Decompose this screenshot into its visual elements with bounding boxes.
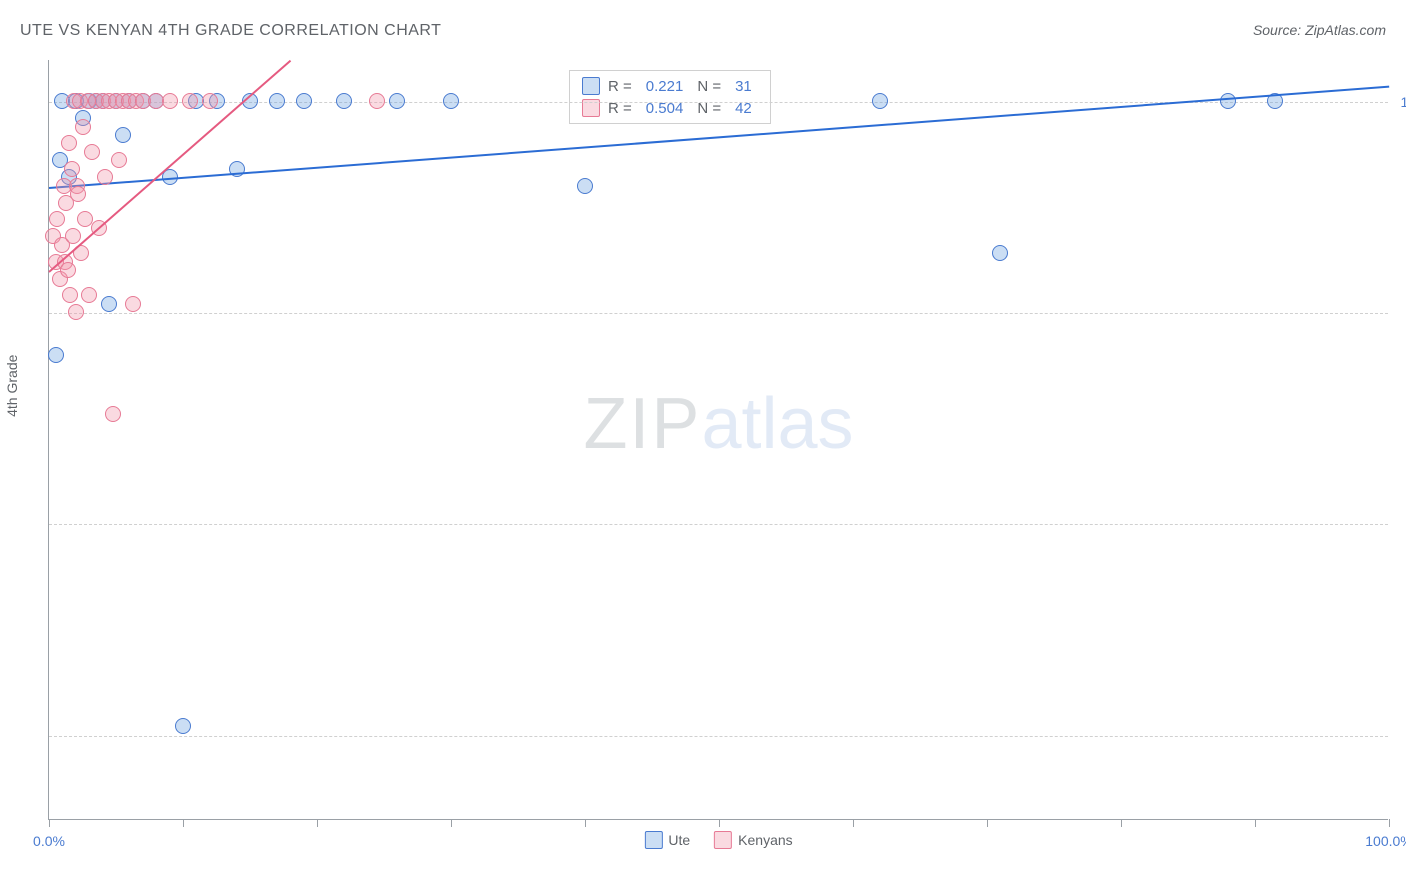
scatter-point-kenyans bbox=[125, 296, 141, 312]
scatter-point-kenyans bbox=[65, 228, 81, 244]
x-tick bbox=[585, 819, 586, 827]
scatter-point-kenyans bbox=[111, 152, 127, 168]
source-label: Source: ZipAtlas.com bbox=[1253, 22, 1386, 38]
y-tick-label: 97.5% bbox=[1393, 305, 1406, 321]
x-tick bbox=[49, 819, 50, 827]
scatter-point-ute bbox=[577, 178, 593, 194]
plot-area: ZIPatlas R =0.221N =31R =0.504N =42 UteK… bbox=[48, 60, 1388, 820]
scatter-point-ute bbox=[115, 127, 131, 143]
scatter-point-kenyans bbox=[60, 262, 76, 278]
legend-item: Ute bbox=[644, 831, 690, 849]
scatter-point-ute bbox=[992, 245, 1008, 261]
x-tick bbox=[1121, 819, 1122, 827]
legend-swatch bbox=[714, 831, 732, 849]
scatter-point-ute bbox=[296, 93, 312, 109]
scatter-point-ute bbox=[872, 93, 888, 109]
series-legend: Ute Kenyans bbox=[644, 831, 792, 849]
scatter-point-kenyans bbox=[182, 93, 198, 109]
scatter-point-kenyans bbox=[97, 169, 113, 185]
x-tick bbox=[987, 819, 988, 827]
scatter-point-ute bbox=[269, 93, 285, 109]
scatter-point-kenyans bbox=[81, 287, 97, 303]
x-tick bbox=[853, 819, 854, 827]
scatter-point-kenyans bbox=[202, 93, 218, 109]
watermark-zip: ZIP bbox=[583, 384, 701, 464]
legend-r-value: 0.221 bbox=[640, 78, 690, 95]
scatter-point-kenyans bbox=[162, 93, 178, 109]
scatter-point-ute bbox=[336, 93, 352, 109]
scatter-point-ute bbox=[1220, 93, 1236, 109]
y-tick-label: 100.0% bbox=[1393, 94, 1406, 110]
scatter-point-kenyans bbox=[105, 406, 121, 422]
scatter-point-kenyans bbox=[64, 161, 80, 177]
y-tick-label: 92.5% bbox=[1393, 728, 1406, 744]
scatter-point-ute bbox=[443, 93, 459, 109]
legend-row: R = 0.221 N = 31 bbox=[582, 75, 758, 97]
scatter-point-ute bbox=[175, 718, 191, 734]
legend-n-value: 31 bbox=[729, 78, 758, 95]
gridline bbox=[49, 524, 1388, 525]
x-tick bbox=[1389, 819, 1390, 827]
trend-line-kenyans bbox=[48, 60, 291, 273]
scatter-point-ute bbox=[389, 93, 405, 109]
legend-r-label: R = bbox=[608, 78, 632, 95]
scatter-point-kenyans bbox=[84, 144, 100, 160]
x-tick bbox=[317, 819, 318, 827]
watermark-atlas: atlas bbox=[701, 384, 853, 464]
y-axis-label: 4th Grade bbox=[4, 355, 20, 417]
legend-n-label: N = bbox=[697, 78, 721, 95]
x-tick bbox=[1255, 819, 1256, 827]
scatter-point-ute bbox=[48, 347, 64, 363]
gridline bbox=[49, 313, 1388, 314]
scatter-point-ute bbox=[101, 296, 117, 312]
x-tick bbox=[719, 819, 720, 827]
x-tick-label: 0.0% bbox=[33, 833, 65, 849]
legend-swatch bbox=[644, 831, 662, 849]
scatter-point-kenyans bbox=[61, 135, 77, 151]
watermark: ZIPatlas bbox=[583, 383, 853, 465]
legend-swatch bbox=[582, 77, 600, 95]
scatter-point-kenyans bbox=[62, 287, 78, 303]
scatter-point-kenyans bbox=[75, 119, 91, 135]
scatter-point-kenyans bbox=[68, 304, 84, 320]
x-tick bbox=[183, 819, 184, 827]
gridline bbox=[49, 736, 1388, 737]
y-tick-label: 95.0% bbox=[1393, 516, 1406, 532]
x-tick bbox=[451, 819, 452, 827]
scatter-point-kenyans bbox=[369, 93, 385, 109]
legend-label: Kenyans bbox=[738, 832, 792, 848]
x-tick-label: 100.0% bbox=[1365, 833, 1406, 849]
legend-item: Kenyans bbox=[714, 831, 792, 849]
correlation-legend: R = 0.221 N = 31 R =0.504N =42 bbox=[569, 70, 771, 124]
scatter-point-kenyans bbox=[49, 211, 65, 227]
chart-title: UTE VS KENYAN 4TH GRADE CORRELATION CHAR… bbox=[20, 22, 441, 40]
scatter-point-kenyans bbox=[70, 186, 86, 202]
legend-row: R =0.504N =42 bbox=[582, 97, 758, 119]
legend-label: Ute bbox=[668, 832, 690, 848]
